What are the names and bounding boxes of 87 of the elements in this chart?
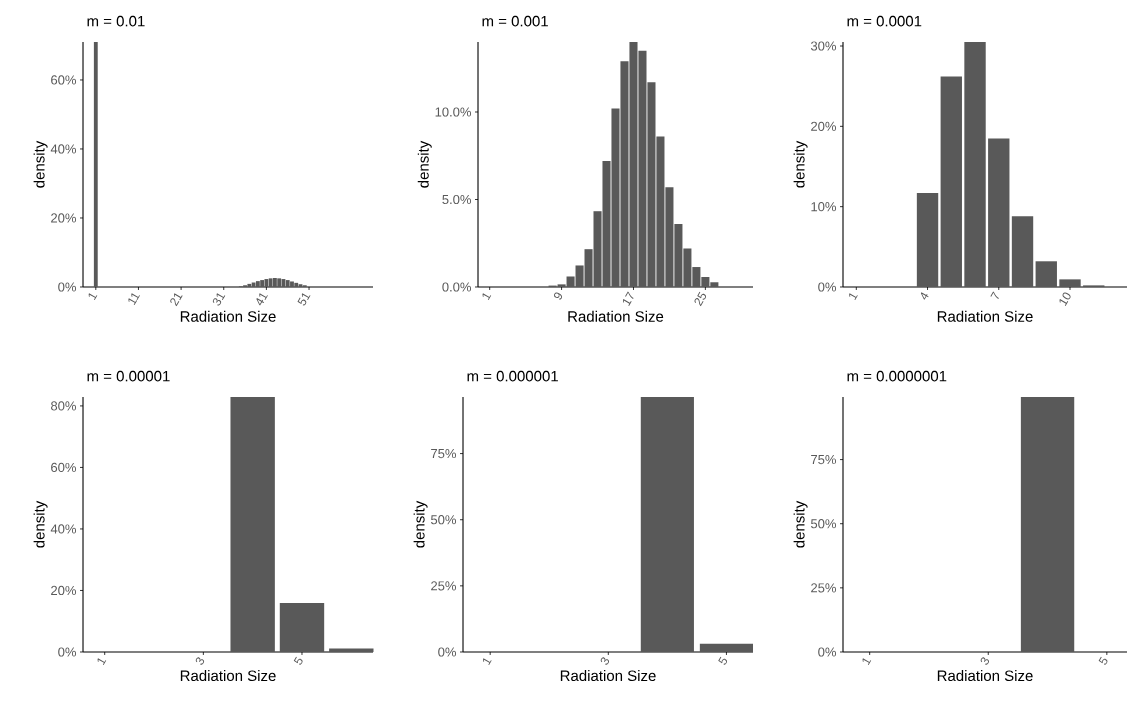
y-tick-label: 60% bbox=[51, 462, 77, 473]
x-tick-label: 5 bbox=[293, 656, 303, 665]
y-tick-label: 0% bbox=[58, 282, 77, 292]
x-tick-label: 17 bbox=[623, 291, 634, 306]
y-tick-label: 0% bbox=[818, 282, 837, 292]
x-axis-title: Radiation Size bbox=[937, 310, 1033, 322]
bar bbox=[251, 282, 256, 287]
chart-title: m = 0.001 bbox=[482, 15, 548, 27]
bar bbox=[277, 278, 282, 287]
x-axis-title: Radiation Size bbox=[180, 310, 276, 322]
y-tick-label: 0% bbox=[438, 647, 457, 657]
bar bbox=[964, 41, 986, 287]
bar bbox=[279, 603, 325, 652]
bar bbox=[294, 282, 299, 287]
bar bbox=[93, 42, 98, 287]
chart-title: m = 0.01 bbox=[87, 15, 145, 27]
bar bbox=[247, 283, 252, 287]
y-tick-label: 0% bbox=[58, 647, 77, 657]
bar bbox=[285, 280, 290, 287]
x-tick-label: 3 bbox=[600, 657, 610, 665]
y-tick-label: 20% bbox=[51, 213, 77, 223]
x-tick-label: 1 bbox=[849, 293, 858, 301]
bar bbox=[1011, 216, 1034, 287]
x-tick-label: 1 bbox=[483, 658, 492, 666]
y-tick-label: 5.0% bbox=[442, 194, 472, 205]
y-axis-title: density bbox=[33, 140, 48, 188]
x-tick-label: 31 bbox=[212, 293, 226, 306]
x-tick-label: 10 bbox=[1059, 292, 1071, 306]
y-axis-title: density bbox=[793, 500, 808, 548]
bar bbox=[268, 278, 273, 287]
x-tick-label: 51 bbox=[297, 293, 311, 306]
bar bbox=[329, 648, 374, 652]
bar bbox=[260, 280, 265, 287]
x-tick-label: 41 bbox=[256, 293, 268, 306]
y-tick-label: 60% bbox=[51, 75, 77, 85]
y-tick-label: 50% bbox=[430, 515, 457, 525]
chart-title: m = 0.00001 bbox=[87, 370, 170, 382]
y-axis-title: density bbox=[417, 140, 432, 188]
y-tick-label: 80% bbox=[51, 401, 77, 411]
x-tick-label: 5 bbox=[718, 656, 728, 665]
y-tick-label: 20% bbox=[811, 121, 837, 131]
x-tick-label: 1 bbox=[482, 293, 492, 301]
y-tick-label: 0% bbox=[818, 647, 837, 657]
y-tick-label: 0.0% bbox=[442, 282, 472, 292]
x-tick-label: 5 bbox=[1098, 656, 1108, 665]
y-tick-label: 75% bbox=[431, 449, 457, 459]
x-axis-title: Radiation Size bbox=[560, 670, 656, 682]
bar bbox=[290, 281, 294, 287]
x-tick-label: 1 bbox=[862, 658, 872, 666]
bar bbox=[255, 281, 260, 287]
y-tick-label: 25% bbox=[431, 581, 457, 591]
bar bbox=[988, 138, 1010, 287]
y-tick-label: 40% bbox=[50, 524, 77, 534]
y-tick-label: 50% bbox=[810, 519, 837, 529]
x-axis-title: Radiation Size bbox=[180, 670, 276, 682]
y-tick-label: 10% bbox=[811, 202, 837, 212]
bar bbox=[916, 193, 939, 287]
x-tick-label: 11 bbox=[128, 293, 140, 306]
x-tick-label: 3 bbox=[195, 657, 205, 665]
x-tick-label: 1 bbox=[88, 293, 98, 301]
bar bbox=[264, 279, 269, 287]
y-tick-label: 40% bbox=[50, 144, 77, 154]
x-tick-label: 1 bbox=[97, 658, 107, 666]
bar bbox=[273, 278, 277, 287]
bar bbox=[1035, 261, 1057, 287]
y-axis-title: density bbox=[793, 140, 808, 188]
chart-title: m = 0.0000001 bbox=[847, 370, 947, 382]
y-tick-label: 20% bbox=[51, 585, 77, 596]
y-tick-label: 10.0% bbox=[435, 107, 472, 117]
chart-title: m = 0.000001 bbox=[467, 370, 558, 382]
x-axis-title: Radiation Size bbox=[568, 310, 664, 322]
x-axis-title: Radiation Size bbox=[937, 670, 1033, 682]
x-tick-label: 25 bbox=[694, 291, 707, 307]
y-axis-title: density bbox=[33, 500, 48, 548]
bar bbox=[230, 396, 275, 652]
y-tick-label: 30% bbox=[810, 41, 837, 51]
bar bbox=[940, 76, 962, 287]
x-tick-label: 4 bbox=[920, 292, 929, 300]
x-tick-label: 21 bbox=[170, 293, 183, 307]
x-tick-label: 7 bbox=[990, 291, 999, 300]
bar bbox=[1059, 279, 1081, 287]
y-tick-label: 25% bbox=[811, 583, 837, 593]
chart-title: m = 0.0001 bbox=[847, 15, 922, 27]
y-axis-title: density bbox=[413, 500, 428, 548]
x-tick-label: 9 bbox=[554, 292, 563, 300]
x-tick-label: 3 bbox=[980, 657, 990, 665]
y-tick-label: 75% bbox=[811, 455, 837, 465]
